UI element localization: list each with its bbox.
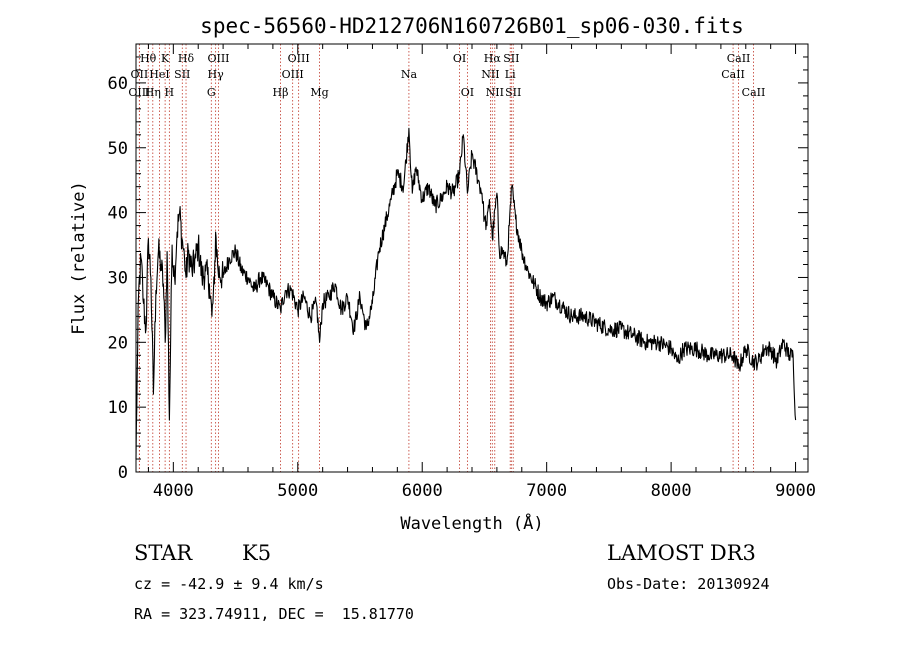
y-tick-label-3: 30 bbox=[108, 268, 128, 288]
line-label-21: NII bbox=[481, 68, 499, 81]
line-label-20: SII bbox=[503, 52, 519, 65]
line-label-1: OII bbox=[131, 68, 149, 81]
line-label-27: CaII bbox=[742, 86, 766, 99]
y-tick-label-2: 20 bbox=[108, 333, 128, 353]
x-axis-label: Wavelength (Å) bbox=[400, 512, 543, 534]
line-label-8: H bbox=[165, 86, 175, 99]
line-label-22: Li bbox=[505, 68, 516, 81]
y-axis-label: Flux (relative) bbox=[69, 181, 89, 335]
redshift-velocity: cz = -42.9 ± 9.4 km/s bbox=[134, 575, 324, 593]
line-label-5: Hη bbox=[145, 86, 161, 99]
x-tick-label-3: 7000 bbox=[526, 481, 567, 501]
y-axis-ticks: 0 10 20 30 40 50 60 bbox=[108, 56, 808, 483]
line-labels: Hθ OII OIII K HeI Hη Hδ SII H OIII Hγ G OIII OIII Hβ Mg… bbox=[128, 52, 765, 99]
x-tick-label-5: 9000 bbox=[775, 481, 816, 501]
line-label-16: Na bbox=[401, 68, 418, 81]
line-label-11: G bbox=[207, 86, 216, 99]
y-tick-label-6: 60 bbox=[108, 74, 128, 94]
line-label-2: OIII bbox=[128, 86, 150, 99]
line-label-18: OI bbox=[461, 86, 474, 99]
line-label-24: SII bbox=[505, 86, 521, 99]
line-markers bbox=[138, 44, 754, 472]
line-label-4: HeI bbox=[149, 68, 169, 81]
line-label-17: OI bbox=[453, 52, 466, 65]
x-tick-label-0: 4000 bbox=[153, 481, 194, 501]
coordinates: RA = 323.74911, DEC = 15.81770 bbox=[134, 605, 414, 623]
y-tick-label-1: 10 bbox=[108, 398, 128, 418]
spectrum-series bbox=[135, 127, 797, 460]
y-tick-label-5: 50 bbox=[108, 139, 128, 159]
line-label-9: OIII bbox=[207, 52, 229, 65]
line-label-7: SII bbox=[174, 68, 190, 81]
line-label-23: NII bbox=[486, 86, 504, 99]
y-tick-label-4: 40 bbox=[108, 204, 128, 224]
line-label-19: Hα bbox=[484, 52, 502, 65]
x-tick-label-2: 6000 bbox=[402, 481, 443, 501]
line-label-14: Hβ bbox=[273, 86, 289, 99]
object-class: STAR bbox=[134, 541, 193, 565]
line-label-10: Hγ bbox=[208, 68, 225, 81]
chart-title: spec-56560-HD212706N160726B01_sp06-030.f… bbox=[200, 14, 744, 38]
object-subclass: K5 bbox=[242, 541, 271, 565]
y-tick-label-0: 0 bbox=[118, 463, 128, 483]
observation-date: Obs-Date: 20130924 bbox=[607, 575, 770, 593]
survey-name: LAMOST DR3 bbox=[607, 541, 756, 565]
line-label-6: Hδ bbox=[178, 52, 195, 65]
line-label-26: CaII bbox=[721, 68, 745, 81]
line-label-0: Hθ bbox=[140, 52, 157, 65]
line-label-25: CaII bbox=[727, 52, 751, 65]
line-label-12: OIII bbox=[288, 52, 310, 65]
line-label-3: K bbox=[161, 52, 170, 65]
x-tick-label-1: 5000 bbox=[277, 481, 318, 501]
line-label-15: Mg bbox=[310, 86, 328, 99]
x-tick-label-4: 8000 bbox=[651, 481, 692, 501]
line-label-13: OIII bbox=[282, 68, 304, 81]
x-axis-ticks: 4000 5000 6000 7000 8000 9000 bbox=[147, 44, 816, 501]
